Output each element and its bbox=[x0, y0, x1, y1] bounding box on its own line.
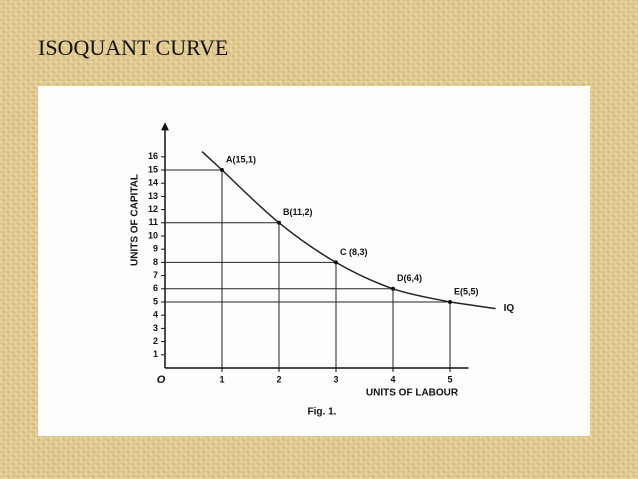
y-tick-label: 5 bbox=[153, 296, 158, 306]
point-label: E(5,5) bbox=[454, 286, 479, 296]
x-tick-label: 1 bbox=[219, 374, 224, 384]
point-label: C (8,3) bbox=[340, 247, 368, 257]
x-tick-label: 4 bbox=[390, 374, 395, 384]
point-label: B(11,2) bbox=[283, 207, 313, 217]
y-axis-arrow bbox=[161, 122, 169, 131]
y-axis-label: UNITS OF CAPITAL bbox=[130, 174, 141, 266]
curve-extension bbox=[449, 301, 496, 310]
y-tick-label: 4 bbox=[153, 310, 158, 320]
y-tick-label: 15 bbox=[148, 164, 158, 174]
y-tick-label: 9 bbox=[153, 244, 158, 254]
curve-label: IQ bbox=[504, 303, 515, 314]
x-axis-label: UNITS OF LABOUR bbox=[366, 388, 459, 399]
figure-panel bbox=[38, 86, 590, 436]
y-tick-label: 3 bbox=[153, 323, 158, 333]
y-tick-label: 12 bbox=[148, 204, 158, 214]
x-tick-label: 2 bbox=[276, 374, 281, 384]
point-label: A(15,1) bbox=[226, 154, 256, 164]
chart-title: ISOQUANT CURVE bbox=[38, 35, 228, 60]
y-tick-label: 1 bbox=[153, 349, 158, 359]
x-tick-label: O bbox=[157, 374, 166, 386]
point bbox=[220, 168, 224, 172]
y-tick-label: 2 bbox=[153, 336, 158, 346]
x-tick-label: 5 bbox=[447, 374, 452, 384]
y-tick-label: 8 bbox=[153, 257, 158, 267]
point bbox=[448, 300, 452, 304]
point bbox=[277, 220, 281, 225]
y-tick-label: 14 bbox=[148, 178, 158, 188]
point bbox=[391, 286, 395, 291]
curve-extension bbox=[201, 150, 223, 171]
y-tick-label: 13 bbox=[148, 191, 158, 201]
y-tick-label: 16 bbox=[148, 151, 158, 161]
caption: Fig. 1. bbox=[308, 407, 337, 418]
y-tick-label: 7 bbox=[153, 270, 158, 280]
y-tick-label: 6 bbox=[153, 283, 158, 293]
x-tick-label: 3 bbox=[333, 374, 338, 384]
point-label: D(6,4) bbox=[397, 273, 422, 283]
point bbox=[334, 260, 338, 265]
y-tick-label: 11 bbox=[148, 217, 158, 227]
y-tick-label: 10 bbox=[148, 230, 158, 240]
